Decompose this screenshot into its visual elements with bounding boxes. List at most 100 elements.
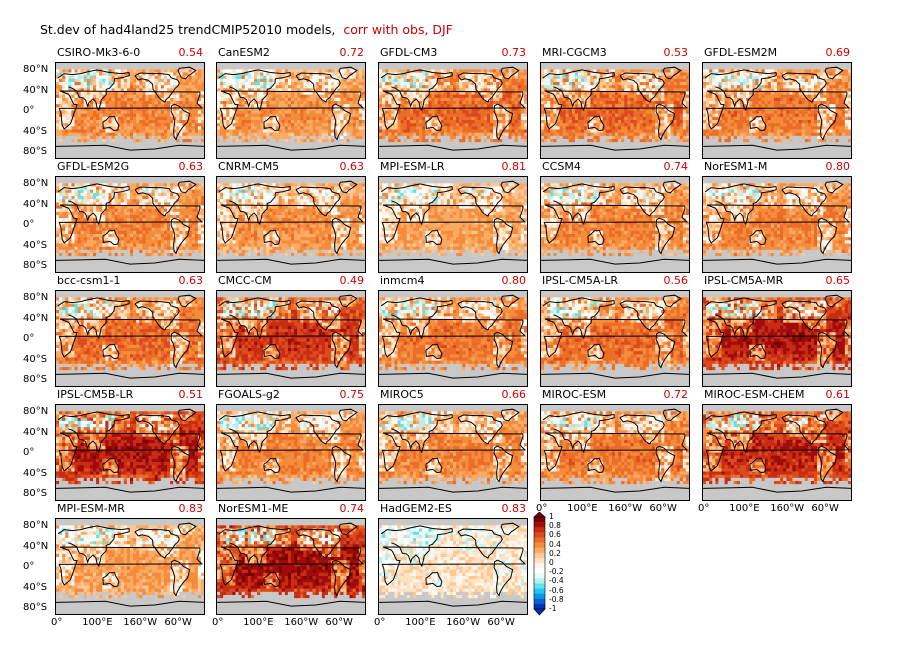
heatmap-cell — [394, 126, 398, 130]
heatmap-cell — [670, 78, 674, 83]
heatmap-cell — [337, 142, 341, 146]
heatmap-cell — [343, 104, 347, 108]
heatmap-cell — [483, 135, 488, 140]
heatmap-cell — [269, 63, 273, 67]
heatmap-cell — [111, 135, 115, 140]
heatmap-cell — [346, 107, 350, 111]
heatmap-cell — [449, 104, 454, 108]
heatmap-cell — [287, 94, 292, 99]
heatmap-cell — [520, 107, 525, 111]
heatmap-cell — [593, 88, 597, 92]
heatmap-cell — [142, 151, 146, 156]
heatmap-cell — [139, 110, 143, 115]
heatmap-cell — [185, 145, 189, 149]
heatmap-cell — [618, 75, 622, 80]
heatmap-cell — [624, 63, 628, 67]
heatmap-cell — [437, 101, 442, 105]
heatmap-cell — [578, 85, 582, 89]
heatmap-cell — [188, 85, 193, 89]
heatmap-cell — [160, 75, 165, 80]
heatmap-cell — [145, 69, 149, 73]
heatmap-cell — [188, 132, 193, 137]
heatmap-cell — [254, 85, 258, 89]
heatmap-cell — [182, 113, 186, 118]
heatmap-cell — [191, 129, 196, 134]
heatmap-cell — [676, 66, 681, 70]
heatmap-cell — [462, 97, 466, 102]
heatmap-cell — [108, 75, 112, 80]
heatmap-cell — [306, 63, 310, 67]
heatmap-cell — [349, 110, 354, 115]
heatmap-cell — [349, 151, 354, 156]
heatmap-cell — [133, 116, 137, 121]
heatmap-cell — [154, 126, 159, 130]
heatmap-cell — [556, 75, 560, 80]
heatmap-cell — [403, 129, 408, 134]
heatmap-cell — [443, 82, 448, 86]
heatmap-cell — [334, 148, 338, 153]
heatmap-cell — [167, 148, 171, 153]
heatmap-cell — [278, 113, 283, 118]
heatmap-cell — [483, 94, 488, 99]
heatmap-cell — [123, 113, 128, 118]
heatmap-cell — [83, 116, 88, 121]
heatmap-cell — [89, 110, 94, 115]
heatmap-cell — [425, 113, 429, 118]
heatmap-cell — [514, 142, 519, 146]
heatmap-cell — [474, 154, 479, 158]
heatmap-cell — [315, 110, 320, 115]
heatmap-cell — [388, 85, 392, 89]
heatmap-cell — [391, 82, 395, 86]
heatmap-cell — [340, 63, 344, 67]
heatmap-cell — [194, 85, 199, 89]
heatmap-cell — [306, 82, 310, 86]
heatmap-cell — [541, 69, 545, 73]
heatmap-cell — [453, 120, 457, 124]
heatmap-cell — [114, 110, 119, 115]
heatmap-cell — [139, 120, 143, 124]
heatmap-cell — [324, 148, 329, 153]
heatmap-cell — [596, 72, 600, 77]
heatmap-cell — [300, 88, 304, 92]
heatmap-cell — [382, 91, 386, 96]
heatmap-cell — [661, 85, 665, 89]
heatmap-cell — [468, 85, 472, 89]
heatmap-cell — [434, 129, 438, 134]
heatmap-cell — [102, 104, 106, 108]
heatmap-cell — [358, 142, 363, 146]
heatmap-cell — [232, 126, 236, 130]
heatmap-cell — [263, 82, 267, 86]
heatmap-cell — [123, 110, 128, 115]
heatmap-cell — [412, 82, 417, 86]
heatmap-cell — [514, 88, 519, 92]
coastline — [338, 66, 358, 80]
heatmap-cell — [562, 91, 567, 96]
heatmap-cell — [275, 148, 280, 153]
heatmap-cell — [340, 132, 344, 137]
heatmap-cell — [297, 142, 301, 146]
heatmap-cell — [449, 78, 454, 83]
heatmap-cell — [520, 142, 525, 146]
heatmap-cell — [275, 78, 280, 83]
heatmap-cell — [309, 66, 313, 70]
heatmap-cell — [151, 135, 156, 140]
heatmap-cell — [462, 139, 466, 143]
heatmap-cell — [194, 69, 199, 73]
heatmap-cell — [437, 123, 442, 127]
heatmap-cell — [179, 126, 183, 130]
heatmap-cell — [160, 142, 165, 146]
heatmap-cell — [142, 132, 146, 137]
heatmap-cell — [449, 75, 454, 80]
heatmap-cell — [422, 116, 426, 121]
heatmap-cell — [459, 66, 463, 70]
heatmap-cell — [126, 69, 131, 73]
heatmap-cell — [468, 148, 472, 153]
heatmap-cell — [425, 104, 429, 108]
heatmap-cell — [382, 75, 386, 80]
heatmap-cell — [74, 148, 78, 153]
heatmap-cell — [343, 151, 347, 156]
heatmap-cell — [468, 123, 472, 127]
heatmap-cell — [272, 123, 276, 127]
heatmap-cell — [502, 142, 506, 146]
heatmap-cell — [385, 75, 389, 80]
